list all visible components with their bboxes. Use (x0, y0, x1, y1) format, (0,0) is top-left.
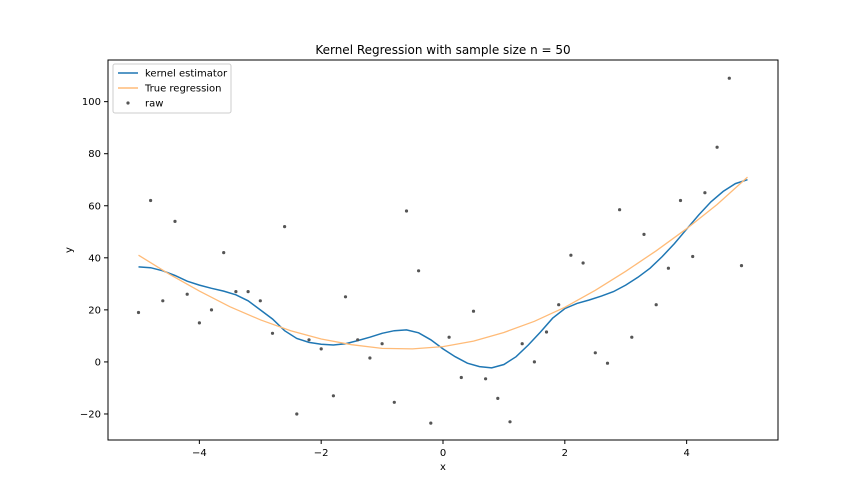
raw-point (161, 299, 165, 303)
raw-point (417, 269, 421, 273)
raw-point (319, 347, 323, 351)
true-regression-line (138, 176, 748, 350)
raw-point (136, 310, 141, 315)
raw-point (678, 198, 683, 203)
raw-point (459, 375, 463, 380)
raw-point (569, 253, 573, 257)
raw-point (654, 303, 658, 307)
raw-point (544, 330, 549, 334)
legend-swatch (126, 101, 130, 105)
raw-point (691, 254, 695, 259)
raw-point (471, 309, 476, 313)
raw-point (368, 356, 372, 360)
y-axis-label: y (64, 247, 75, 253)
x-tick-label: −2 (314, 448, 329, 459)
raw-point (331, 394, 335, 398)
raw-point (605, 361, 610, 365)
raw-point (618, 208, 622, 212)
y-tick-label: 40 (88, 253, 101, 264)
raw-point (295, 412, 299, 416)
x-tick-label: 4 (683, 448, 689, 459)
raw-point (343, 295, 348, 299)
x-axis-label: x (440, 462, 446, 473)
raw-point (356, 338, 360, 342)
y-tick-label: −20 (80, 409, 101, 420)
raw-point (197, 321, 201, 325)
legend-label: True regression (144, 84, 222, 95)
raw-point (630, 335, 634, 339)
plot-area (136, 76, 748, 425)
raw-point (496, 396, 500, 400)
raw-point (392, 400, 396, 404)
raw-point (642, 232, 646, 236)
raw-point (703, 191, 707, 195)
raw-point (270, 331, 275, 335)
y-tick-label: 20 (88, 305, 101, 316)
legend-label: kernel estimator (145, 69, 228, 80)
raw-point (484, 377, 488, 381)
y-tick-label: 60 (88, 201, 101, 212)
raw-point (185, 292, 189, 296)
raw-point (222, 251, 226, 255)
x-tick-label: 0 (440, 448, 446, 459)
raw-point (593, 351, 597, 355)
x-tick-label: 2 (562, 448, 568, 459)
raw-point (380, 342, 384, 346)
raw-point (520, 342, 524, 346)
kernel-estimator-line (138, 178, 748, 369)
raw-point (234, 290, 238, 294)
raw-point (666, 266, 671, 270)
raw-point (429, 421, 433, 425)
raw-point (727, 76, 731, 80)
y-tick-label: 80 (88, 149, 101, 160)
legend-box (112, 63, 232, 114)
raw-point (173, 219, 177, 223)
raw-point (404, 209, 409, 213)
raw-point (715, 145, 719, 149)
y-tick-label: 0 (95, 357, 101, 368)
legend-label: raw (145, 99, 163, 110)
raw-point (149, 198, 153, 203)
raw-point (739, 264, 744, 268)
raw-point (209, 308, 214, 312)
raw-point (258, 299, 262, 303)
raw-point (532, 360, 537, 364)
chart-title: Kernel Regression with sample size n = 5… (315, 43, 570, 57)
x-tick-label: −4 (192, 448, 207, 459)
raw-point (283, 225, 287, 229)
raw-point (246, 290, 250, 294)
raw-point (307, 338, 311, 342)
raw-point (508, 420, 512, 424)
raw-point (447, 335, 451, 339)
raw-point (557, 303, 561, 307)
raw-point (581, 261, 585, 265)
y-tick-label: 100 (82, 97, 101, 108)
legend: kernel estimator True regression raw (112, 63, 232, 114)
